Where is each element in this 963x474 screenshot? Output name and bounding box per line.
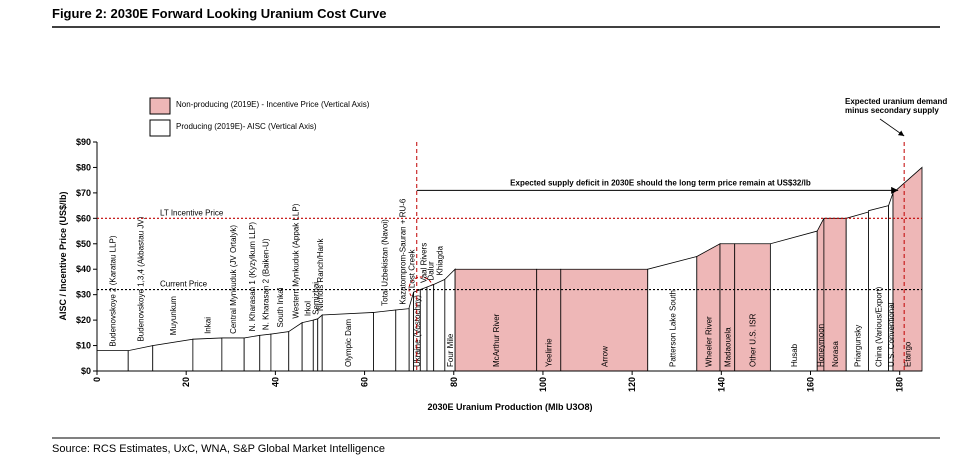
segment-label: Irkol — [304, 301, 313, 316]
segment-label: N. Kharasan 1 (Kyzylkum LLP) — [248, 222, 257, 332]
y-tick-label: $0 — [81, 366, 91, 376]
segment-label: Vaal Rivers — [420, 243, 429, 283]
segment-label: Olympic Dam — [344, 319, 353, 367]
segment-label: Dalur — [426, 261, 435, 280]
x-tick-label: 80 — [449, 377, 459, 387]
cost-segment — [270, 331, 290, 372]
segment-label: Etango — [904, 341, 913, 367]
x-axis-title: 2030E Uranium Production (Mlb U3O8) — [427, 402, 592, 412]
demand-note: minus secondary supply — [845, 106, 939, 115]
cost-segment — [243, 334, 261, 372]
cost-segment — [426, 283, 435, 372]
segment-label: Arrow — [600, 346, 609, 367]
chart-title: Figure 2: 2030E Forward Looking Uranium … — [52, 6, 386, 21]
demand-pointer — [879, 118, 905, 137]
segment-label: Budenovskoye 1,3,4 (Akbastau JV) — [136, 216, 145, 341]
y-tick-label: $80 — [76, 162, 91, 172]
y-tick-label: $30 — [76, 290, 91, 300]
y-tick-label: $50 — [76, 239, 91, 249]
segment-label: Madaouela — [723, 327, 732, 367]
segment-label: Total Uzbekistan (Navoi) — [381, 219, 390, 306]
y-tick-label: $90 — [76, 137, 91, 147]
y-tick-label: $40 — [76, 264, 91, 274]
segment-label: Muyunkum — [169, 296, 178, 335]
cost-segment — [152, 338, 194, 372]
segment-label: Four Mile — [446, 333, 455, 367]
x-tick-label: 140 — [716, 377, 726, 392]
cost-segment — [395, 308, 410, 372]
price-line-label: LT Incentive Price — [160, 208, 224, 217]
legend-label: Producing (2019E)- AISC (Vertical Axis) — [176, 122, 317, 131]
cost-segment — [301, 319, 314, 372]
segment-label: Husab — [790, 343, 799, 367]
x-tick-label: 20 — [181, 377, 191, 387]
cost-segment — [892, 166, 923, 372]
segment-label: Yeelirrie — [545, 338, 554, 367]
segment-label: Lost Creek — [407, 248, 416, 288]
cost-segment — [312, 318, 319, 372]
x-tick-label: 160 — [806, 377, 816, 392]
cost-segment — [127, 345, 154, 372]
segment-label: Other U.S. ISR — [749, 313, 758, 367]
x-tick-label: 100 — [538, 377, 548, 392]
segment-label: Honeymoon — [817, 324, 826, 367]
segment-label: Kazatomprom-Sauran + RU-6 — [398, 198, 407, 305]
segment-label: Budenovskoye 2 (Karatau LLP) — [109, 235, 118, 347]
segment-label: Central Mynkuduk (JV Ortalyk) — [229, 225, 238, 334]
y-tick-label: $20 — [76, 315, 91, 325]
cost-segment — [192, 337, 223, 372]
y-tick-label: $10 — [76, 341, 91, 351]
legend-swatch — [149, 119, 171, 137]
cost-segment — [288, 321, 303, 372]
demand-note: Expected uranium demand — [845, 97, 947, 106]
segment-label: Norasa — [831, 341, 840, 367]
segment-label: Western Mynkuduk (Appak LLP) — [291, 203, 300, 318]
x-tick-label: 120 — [627, 377, 637, 392]
y-axis-title: AISC / Incentive Price (US$/lb) — [58, 191, 68, 320]
segment-label: Patterson Lake South — [668, 290, 677, 367]
segment-label: N. Kharasan 2 (Baiken-U) — [261, 238, 270, 330]
segment-label: Priargunsky — [853, 325, 862, 367]
cost-segment — [96, 350, 129, 372]
deficit-label: Expected supply deficit in 2030E should … — [510, 178, 811, 187]
x-tick-label: 0 — [92, 377, 102, 382]
cost-segment — [433, 278, 446, 372]
cost-segment — [259, 333, 272, 372]
segment-label: South Inkai — [276, 287, 285, 327]
segment-label: U.S. Conventional — [887, 302, 896, 367]
segment-label: China (Various/Export) — [875, 286, 884, 367]
segment-label: Khiagda — [435, 245, 444, 275]
legend-label: Non-producing (2019E) - Incentive Price … — [176, 100, 370, 109]
segment-label: Wheeler River — [704, 316, 713, 367]
segment-label: Nichols Ranch/Hank — [316, 238, 325, 311]
cost-segment — [221, 337, 245, 372]
cost-segment — [373, 309, 397, 372]
y-tick-label: $70 — [76, 188, 91, 198]
x-tick-label: 60 — [360, 377, 370, 387]
x-tick-label: 40 — [270, 377, 280, 387]
segment-label: Inkai — [203, 317, 212, 334]
source: Source: RCS Estimates, UxC, WNA, S&P Glo… — [52, 443, 385, 455]
segment-label: Semizbai — [312, 282, 321, 315]
segment-label: McArthur River — [492, 313, 501, 367]
legend-swatch — [149, 97, 171, 115]
y-tick-label: $60 — [76, 213, 91, 223]
cost-segment — [317, 314, 323, 372]
x-tick-label: 180 — [895, 377, 905, 392]
segment-label: Ukraine (Vostochny) — [413, 295, 422, 367]
price-line-label: Current Price — [160, 280, 208, 289]
